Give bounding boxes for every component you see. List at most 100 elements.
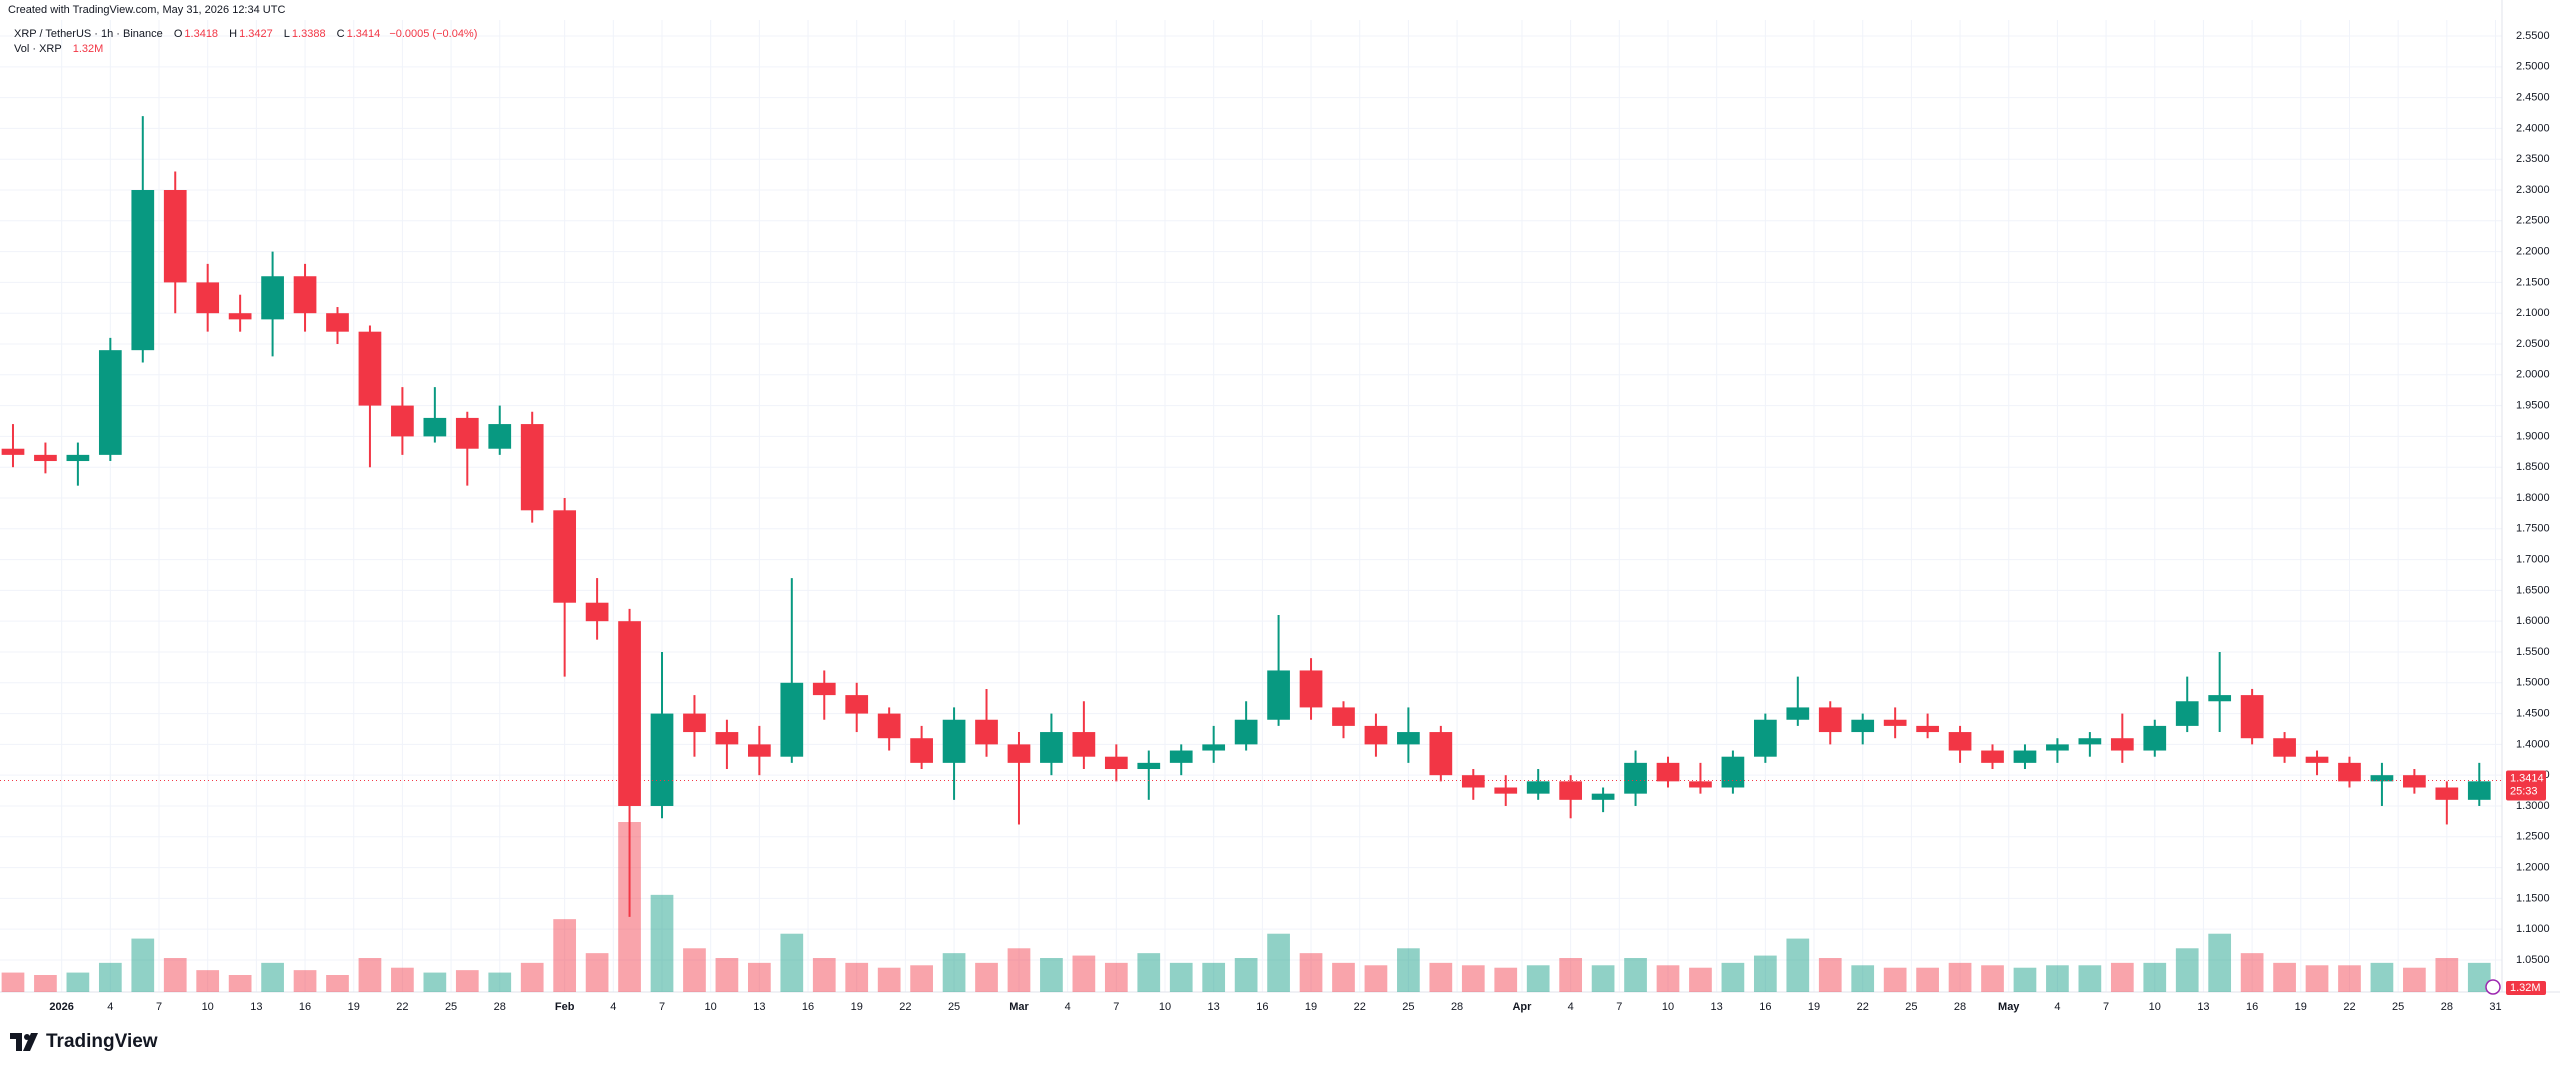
ohlc-value: 1.3418	[184, 28, 219, 40]
y-tick-label: 1.1500	[2516, 892, 2550, 904]
candle-body	[1137, 762, 1161, 770]
candle-body	[812, 682, 836, 696]
x-tick-label: 25	[2392, 1001, 2404, 1013]
volume-bar	[1818, 958, 1842, 992]
x-tick-label: Mar	[1009, 1001, 1029, 1013]
volume-bar	[455, 970, 479, 992]
volume-bar	[975, 962, 998, 992]
candle-body	[1916, 725, 1939, 733]
candle-body	[1234, 719, 1258, 745]
candle-body	[618, 621, 641, 806]
countdown-label: 25:33	[2510, 785, 2538, 797]
volume-bar	[2467, 962, 2491, 992]
candle-body	[293, 276, 317, 314]
candle-body	[1299, 670, 1323, 708]
volume-bar	[98, 962, 122, 992]
candle-body	[1818, 707, 1842, 733]
x-tick-label: 13	[753, 1001, 765, 1013]
volume-value: 1.32M	[72, 43, 104, 55]
volume-bar	[1981, 965, 2004, 992]
x-tick-label: 19	[2295, 1001, 2307, 1013]
x-tick-label: 22	[2343, 1001, 2355, 1013]
volume-bar	[683, 948, 706, 992]
volume-bar	[1202, 962, 1226, 992]
x-tick-label: 16	[1256, 1001, 1268, 1013]
volume-bar	[2305, 965, 2329, 992]
volume-bar	[1721, 962, 1745, 992]
volume-bar	[1137, 953, 1161, 992]
x-tick-label: 16	[1759, 1001, 1771, 1013]
volume-bar	[1948, 962, 1972, 992]
volume-bar	[228, 975, 252, 992]
candle-body	[2143, 725, 2167, 751]
y-tick-label: 1.8000	[2516, 492, 2550, 504]
logo: TradingView	[10, 1031, 158, 1053]
candle-body	[2467, 781, 2491, 800]
volume-bar	[1040, 958, 1063, 992]
x-tick-label: 13	[250, 1001, 262, 1013]
volume-bar	[1559, 958, 1583, 992]
candle-body	[1591, 793, 1615, 800]
y-tick-label: 1.3000	[2516, 800, 2550, 812]
candle-body	[715, 732, 739, 745]
volume-bar	[391, 967, 414, 992]
volume-bar	[196, 970, 220, 992]
volume-bar	[910, 965, 933, 992]
candle-body	[1494, 787, 1518, 794]
volume-bar	[1753, 955, 1777, 992]
volume-bar	[2143, 962, 2167, 992]
header: Created with TradingView.com, May 31, 20…	[8, 4, 286, 16]
x-tick-label: 16	[299, 1001, 311, 1013]
candle-body	[845, 695, 869, 714]
logo-icon	[10, 1033, 38, 1051]
candle-body	[2046, 744, 2069, 751]
candle-body	[780, 682, 804, 757]
candle-body	[1, 448, 25, 455]
x-tick-label: 10	[202, 1001, 214, 1013]
candle-body	[2273, 738, 2296, 757]
volume-bar	[780, 933, 804, 992]
y-tick-label: 1.5500	[2516, 646, 2550, 658]
volume-bar	[585, 953, 609, 992]
candle-body	[1364, 725, 1388, 745]
x-tick-label: 22	[1857, 1001, 1869, 1013]
volume-bar	[845, 962, 869, 992]
y-tick-label: 1.7000	[2516, 553, 2550, 565]
volume-bar	[1786, 938, 1810, 992]
candle-body	[2435, 787, 2459, 800]
candle-body	[650, 713, 674, 806]
x-tick-label: 19	[1808, 1001, 1820, 1013]
volume-bar	[358, 958, 382, 992]
x-tick-label: 16	[2246, 1001, 2258, 1013]
candle-body	[326, 313, 349, 332]
volume-bar	[1461, 965, 1485, 992]
x-tick-label: 10	[705, 1001, 717, 1013]
candle-body	[553, 510, 577, 603]
y-tick-label: 1.9000	[2516, 430, 2550, 442]
candle-body	[66, 454, 90, 462]
symbol: XRP / TetherUS · 1h · Binance	[14, 28, 163, 40]
x-tick-label: 13	[2197, 1001, 2209, 1013]
x-tick-label: 19	[1305, 1001, 1317, 1013]
volume-bar	[1656, 965, 1680, 992]
volume-bar	[34, 975, 57, 992]
logo-text: TradingView	[46, 1031, 158, 1052]
volume-bar	[2046, 965, 2069, 992]
candle-body	[1202, 744, 1226, 751]
candle-body	[1169, 750, 1193, 763]
candle-body	[391, 405, 414, 437]
candle-body	[455, 417, 479, 449]
volume-bar	[1234, 958, 1258, 992]
candle-body	[488, 424, 512, 449]
x-tick-label: 25	[445, 1001, 457, 1013]
x-tick-label: 4	[2054, 1001, 2060, 1013]
volume-bar	[2208, 933, 2232, 992]
volume-bar	[1104, 962, 1128, 992]
candle-body	[1267, 670, 1290, 720]
x-tick-label: 31	[2489, 1001, 2501, 1013]
x-tick-label: 7	[659, 1001, 665, 1013]
volume-box	[2506, 981, 2546, 995]
y-tick-label: 1.6000	[2516, 615, 2550, 627]
candle-body	[585, 602, 609, 622]
